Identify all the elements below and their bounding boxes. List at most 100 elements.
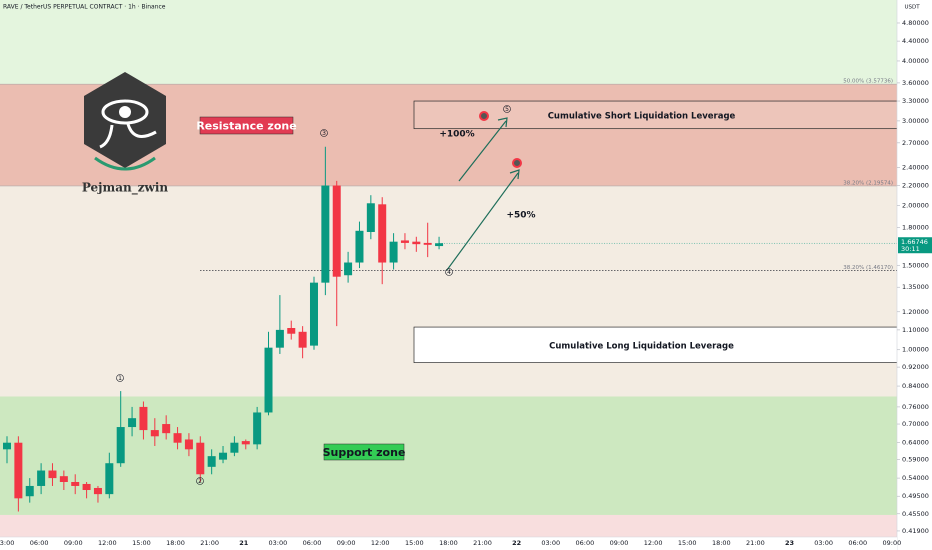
price-axis <box>897 0 932 550</box>
candle-body <box>48 470 57 479</box>
logo: Pejman_zwin <box>82 72 168 196</box>
liquidation-boxes: Cumulative Short Liquidation Leverage Cum… <box>413 100 926 363</box>
candle-body <box>116 427 125 464</box>
candle-body <box>37 470 46 486</box>
x-tick-label: 18:00 <box>166 539 185 547</box>
x-tick-label: 15:00 <box>405 539 424 547</box>
y-tick-label: 2.00000 <box>902 201 929 209</box>
candle-body <box>355 230 364 263</box>
y-tick-label: 1.20000 <box>902 308 929 316</box>
y-tick-label: 0.92000 <box>902 363 929 371</box>
y-tick-label: 3.60000 <box>902 79 929 87</box>
candle-body <box>435 243 444 247</box>
y-tick-label: 0.54000 <box>902 474 929 482</box>
wave-label: 4 <box>447 269 451 276</box>
annotation: +100% <box>439 130 474 140</box>
candle-body <box>378 204 387 263</box>
candle-body <box>332 185 341 277</box>
candle-body <box>400 240 409 243</box>
x-tick-label: 12:00 <box>644 539 663 547</box>
y-tick-label: 4.00000 <box>902 57 929 65</box>
candle-body <box>93 487 102 495</box>
x-tick-label: 03:00 <box>0 539 14 547</box>
y-tick-label: 0.64000 <box>902 439 929 447</box>
y-tick-label: 1.00000 <box>902 346 929 354</box>
projections: +100% +50% <box>439 111 536 271</box>
y-tick-label: 4.40000 <box>902 37 929 45</box>
y-tick-label: 2.40000 <box>902 163 929 171</box>
candle-body <box>3 442 11 450</box>
y-tick-label: 1.35000 <box>902 283 929 291</box>
y-tick-label: 0.76000 <box>902 403 929 411</box>
logo-pupil <box>119 106 131 118</box>
x-tick-label: 12:00 <box>371 539 390 547</box>
candle-body <box>162 424 171 434</box>
y-tick-label: 0.70000 <box>902 420 929 428</box>
time-axis-labels: 03:00 06:00 09:00 12:00 15:00 18:00 21:00 21 03:… <box>0 539 901 547</box>
y-tick-label: 1.80000 <box>902 223 929 231</box>
wave-label: 1 <box>118 375 122 382</box>
x-tick-label: 03:00 <box>814 539 833 547</box>
fib-label: 38.20% (2.19574) <box>843 180 893 186</box>
candle-body <box>128 418 137 428</box>
x-tick-label: 18:00 <box>712 539 731 547</box>
candle-body <box>241 441 250 445</box>
candle-body <box>71 481 80 486</box>
target <box>512 158 522 168</box>
candle-body <box>423 242 432 245</box>
candle-body <box>412 241 421 245</box>
background-bottom <box>0 514 897 537</box>
candle-body <box>25 485 34 497</box>
wave-circle <box>503 105 511 113</box>
x-tick-label: 06:00 <box>848 539 867 547</box>
candle-body <box>275 329 284 348</box>
wave-circle <box>116 374 124 382</box>
fib-label: 50.00% (3.57736) <box>843 79 893 85</box>
wave-label: 5 <box>505 106 509 113</box>
arrow <box>458 120 507 182</box>
x-tick-label: 06:00 <box>303 539 322 547</box>
y-tick-label: 0.41900 <box>902 527 929 535</box>
y-tick-label: 1.10000 <box>902 326 929 334</box>
liquidation-box <box>413 326 926 363</box>
liquidation-box-label: Cumulative Short Liquidation Leverage <box>548 111 736 121</box>
fib-label: 38.20% (1.46170) <box>843 265 893 271</box>
x-tick-label: 21:00 <box>200 539 219 547</box>
candle-body <box>173 433 182 443</box>
zone-label: Support zone <box>323 446 406 459</box>
wave-circle <box>196 477 204 485</box>
candle-body <box>344 262 353 276</box>
liquidation-box-label: Cumulative Long Liquidation Leverage <box>549 341 734 351</box>
x-tick-label: 09:00 <box>882 539 901 547</box>
x-tick-label: 03:00 <box>269 539 288 547</box>
candle-body <box>230 442 239 453</box>
candle-body <box>321 185 330 283</box>
last-price-label: 1.66746 <box>901 238 928 246</box>
price-levels: 50.00% (3.57736) 38.20% (2.19574) 38.20% (… <box>0 79 897 271</box>
x-tick-label: 21:00 <box>473 539 492 547</box>
wave-circle <box>445 268 453 276</box>
candle-body <box>253 412 262 445</box>
x-tick-label: 21:00 <box>746 539 765 547</box>
x-tick-label: 12:00 <box>98 539 117 547</box>
candles <box>3 146 444 512</box>
y-tick-label: 4.80000 <box>902 19 929 27</box>
y-tick-label: 2.70000 <box>902 139 929 147</box>
arrow <box>446 172 519 271</box>
candle-body <box>196 442 205 475</box>
candle-body <box>366 203 375 232</box>
candle-body <box>264 347 273 413</box>
x-tick-label: 09:00 <box>337 539 356 547</box>
candle-body <box>82 483 91 491</box>
background-middle <box>0 185 897 397</box>
candle-body <box>309 282 318 346</box>
logo-crescent <box>94 156 156 171</box>
wave-label: 3 <box>322 130 326 137</box>
chart-title: RAVE / TetherUS PERPETUAL CONTRACT · 1h … <box>3 4 166 11</box>
wave-markers: 1 2 3 4 5 <box>116 105 511 485</box>
x-tick-label: 22 <box>512 539 521 547</box>
x-tick-label: 09:00 <box>64 539 83 547</box>
liquidation-box <box>413 100 926 130</box>
